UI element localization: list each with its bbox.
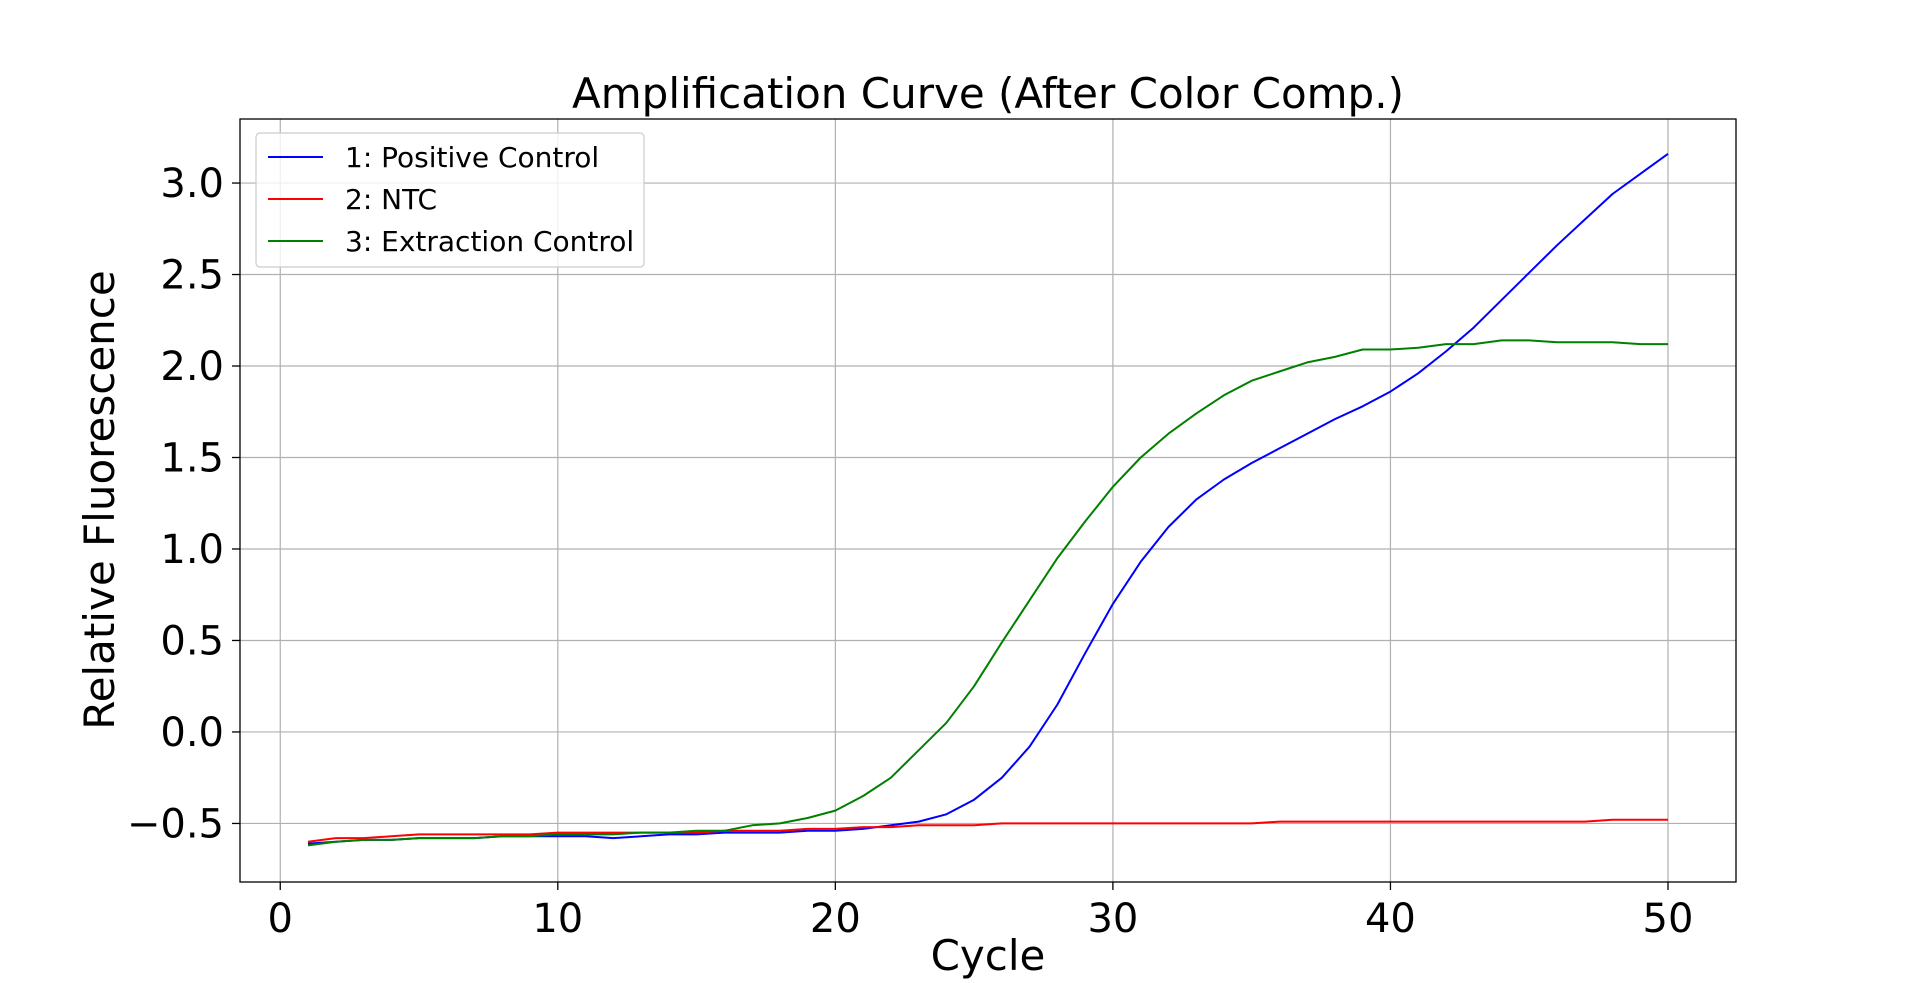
y-tick-label: 2.5: [160, 253, 224, 299]
x-tick-label: 30: [1087, 896, 1138, 942]
grid-layer: [240, 119, 1736, 882]
series-layer: [307, 152, 1669, 847]
chart-title: Amplification Curve (After Color Comp.): [572, 69, 1404, 118]
legend-label-3: 3: Extraction Control: [345, 225, 634, 258]
y-tick-label: 1.5: [160, 436, 224, 482]
x-axis-label: Cycle: [931, 931, 1046, 980]
y-tick-label: 0.5: [160, 618, 224, 664]
series-line-2: [307, 818, 1668, 843]
y-tick-label: 2.0: [160, 344, 224, 390]
legend-box: [255, 132, 645, 268]
x-tick-label: 50: [1643, 896, 1694, 942]
x-tick-label: 0: [268, 896, 293, 942]
tick-layer: 0 10 20 30 40 50 −0.5 0.0 0.5 1.0 1.5 2.0 2.5 3.0: [127, 161, 1694, 942]
series-line-3: [307, 339, 1668, 847]
x-tick-label: 10: [532, 896, 583, 942]
legend: 1: Positive Control 2: NTC 3: Extraction C…: [255, 132, 645, 268]
plot-frame: [239, 118, 1737, 883]
legend-label-1: 1: Positive Control: [345, 141, 599, 174]
y-tick-label: 1.0: [160, 527, 224, 573]
y-axis-label: Relative Fluorescence: [75, 270, 124, 729]
x-tick-label: 20: [810, 896, 861, 942]
y-tick-label: −0.5: [127, 801, 224, 847]
y-tick-label: 0.0: [160, 710, 224, 756]
legend-label-2: 2: NTC: [345, 183, 437, 216]
x-tick-label: 40: [1365, 896, 1416, 942]
y-tick-label: 3.0: [160, 161, 224, 207]
